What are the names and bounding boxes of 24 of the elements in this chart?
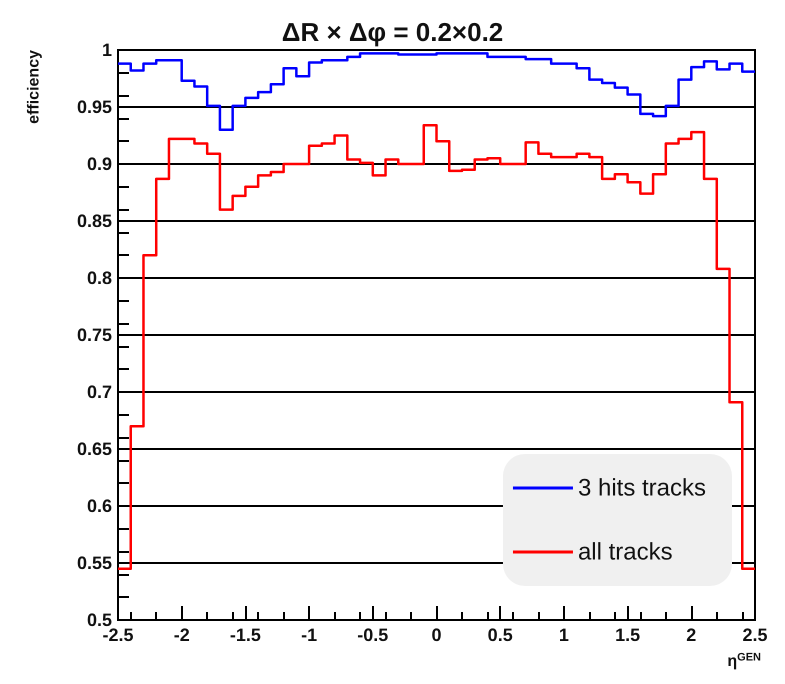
y-tick-label: 0.85 <box>76 211 112 231</box>
x-tick-label: -1 <box>301 625 318 645</box>
x-tick-label: 1.5 <box>615 625 640 645</box>
y-tick-label: 0.9 <box>86 154 112 174</box>
x-tick-label: 2 <box>686 625 696 645</box>
chart-title: ΔR × Δφ = 0.2×0.2 <box>282 17 504 47</box>
x-tick-label: 0 <box>431 625 442 645</box>
x-tick-label: 2.5 <box>742 625 768 645</box>
legend-label: all tracks <box>578 538 673 566</box>
y-axis-title: efficiency <box>26 50 42 124</box>
y-tick-label: 0.6 <box>86 496 112 516</box>
x-tick-label: 0.5 <box>488 625 513 645</box>
y-tick-label: 0.65 <box>76 439 112 459</box>
y-tick-label: 0.8 <box>86 268 112 288</box>
y-tick-label: 0.55 <box>76 553 112 573</box>
x-tick-label: -2 <box>174 625 190 645</box>
y-tick-label: 1 <box>102 40 112 60</box>
x-tick-label: 1 <box>558 625 569 645</box>
legend-label: 3 hits tracks <box>578 474 706 502</box>
y-tick-label: 0.75 <box>76 325 112 345</box>
y-tick-label: 0.95 <box>76 97 112 117</box>
x-tick-label: -1.5 <box>230 625 261 645</box>
x-tick-label: -0.5 <box>357 625 388 645</box>
y-tick-label: 0.7 <box>86 382 112 402</box>
